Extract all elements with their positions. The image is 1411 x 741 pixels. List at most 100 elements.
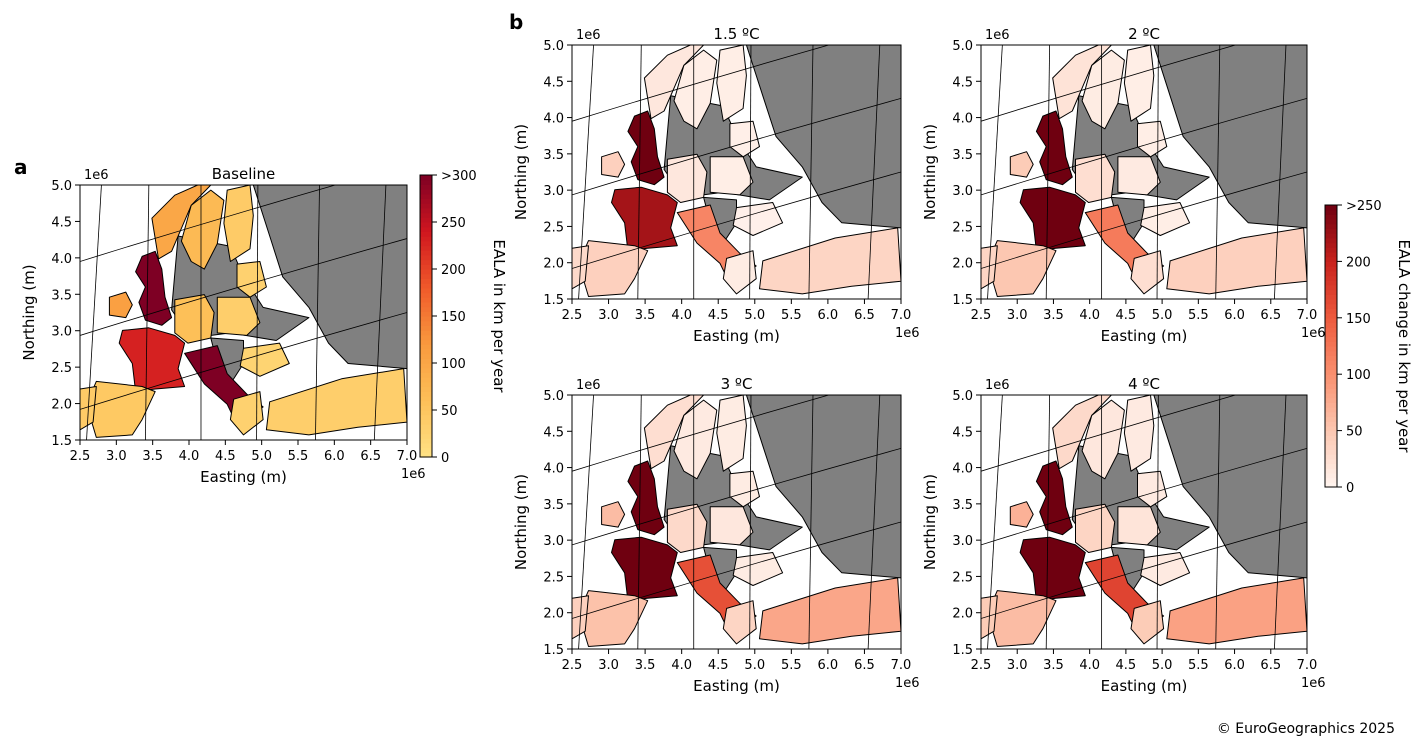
graticule-parallel <box>981 45 1237 122</box>
colorbar-segment <box>1325 303 1337 309</box>
colorbar-segment <box>420 193 432 200</box>
colorbar-segment <box>1325 270 1337 277</box>
x-tick-label: 5.0 <box>1152 308 1173 323</box>
country-poland <box>709 156 754 196</box>
x-tick-label: 7.0 <box>397 449 418 464</box>
colorbar-segment <box>420 283 432 289</box>
axes-frame <box>571 394 902 650</box>
colorbar-segment <box>420 184 432 190</box>
map-title: 1.5 ºC <box>713 25 759 43</box>
colorbar-segment <box>1325 416 1337 422</box>
colorbar-change: 0 50 100 150 200 >250 EALA change in km per ye… <box>1324 199 1411 496</box>
country-ireland <box>601 501 626 528</box>
map-panel-3: 2.5 3.0 3.5 4.0 4.5 5.0 5.5 6.0 6.5 7.0 1.5 2.0 2.5 3… <box>921 25 1326 345</box>
x-tick-label: 4.0 <box>1079 308 1100 323</box>
colorbar-segment <box>1325 397 1337 403</box>
y-tick-label: 4.0 <box>543 112 564 127</box>
y-tick-label: 4.5 <box>543 75 564 90</box>
country-france <box>118 327 186 393</box>
graticule-meridian <box>867 395 881 649</box>
colorbar-segment <box>1325 472 1337 479</box>
x-tick-label: 6.0 <box>818 658 839 673</box>
x-tick-label: 3.0 <box>106 449 127 464</box>
colorbar-segment <box>420 419 432 425</box>
colorbar-segment <box>420 391 432 397</box>
y-tick-label: 2.5 <box>543 220 564 235</box>
country-sweden <box>673 49 718 130</box>
x-axis-label: Easting (m) <box>693 677 780 695</box>
x-tick-label: 5.5 <box>288 449 309 464</box>
x-tick-label: 2.5 <box>562 658 583 673</box>
x-tick-label: 4.5 <box>1116 658 1137 673</box>
x-tick-label: 6.0 <box>1224 308 1245 323</box>
country-france <box>1019 536 1086 602</box>
graticule-meridian <box>987 395 1003 649</box>
y-tick-label: 4.5 <box>51 215 72 230</box>
country-turkey <box>265 368 407 436</box>
graticule-parallel <box>981 395 1237 472</box>
country-turkey <box>759 577 901 645</box>
map-title: Baseline <box>212 165 276 183</box>
country-france <box>1019 186 1086 252</box>
graticule-meridian <box>1274 395 1287 649</box>
colorbar-segment <box>420 410 432 416</box>
colorbar-segment <box>1325 346 1337 352</box>
graticule-meridian <box>373 185 387 440</box>
country-greece <box>722 250 757 295</box>
y-tick-label: 1.5 <box>952 293 973 308</box>
x-tick-label: 7.0 <box>891 308 912 323</box>
x-tick-label: 3.0 <box>1007 308 1028 323</box>
graticule-meridian <box>1045 45 1051 299</box>
panel-label-b: b <box>509 10 523 34</box>
x-tick-label: 4.0 <box>1079 658 1100 673</box>
colorbar-segment <box>1325 444 1337 450</box>
country-turkey <box>1166 227 1307 295</box>
y-tick-label: 3.0 <box>51 325 72 340</box>
colorbar-segment <box>1325 237 1337 244</box>
colorbar-segment <box>420 377 432 383</box>
graticule-meridian <box>145 185 150 440</box>
y-tick-label: 4.0 <box>952 462 973 477</box>
colorbar-segment <box>1325 327 1337 333</box>
x-tick-label: 3.0 <box>1007 658 1028 673</box>
graticule-meridian <box>1156 395 1159 649</box>
y-axis-label: Northing (m) <box>512 474 530 570</box>
graticule-meridian <box>1045 395 1051 649</box>
y-tick-label: 4.0 <box>952 112 973 127</box>
colorbar-segment <box>420 179 432 185</box>
colorbar-segment <box>1325 317 1337 324</box>
colorbar-segment <box>420 320 432 326</box>
y-tick-label: 3.5 <box>543 498 564 513</box>
y-scale-label: 1e6 <box>576 28 601 43</box>
colorbar-tick-label: 150 <box>441 310 466 325</box>
graticule-meridian <box>1274 45 1287 299</box>
country-germany <box>1075 153 1116 203</box>
country-united-kingdom <box>135 250 173 326</box>
colorbar-segment <box>420 269 432 275</box>
country-united-kingdom <box>627 460 665 536</box>
colorbar-segment <box>1325 280 1337 286</box>
x-scale-label: 1e6 <box>401 467 426 482</box>
y-tick-label: 3.0 <box>543 534 564 549</box>
x-tick-label: 3.5 <box>635 658 656 673</box>
x-tick-label: 6.0 <box>818 308 839 323</box>
y-tick-label: 3.5 <box>952 148 973 163</box>
country-germany <box>174 294 215 344</box>
colorbar-segment <box>420 325 432 331</box>
y-tick-label: 2.0 <box>952 257 973 272</box>
colorbar-segment <box>1325 378 1337 385</box>
y-axis-label: Northing (m) <box>512 124 530 220</box>
x-tick-label: 7.0 <box>891 658 912 673</box>
country-turkey <box>1166 577 1307 645</box>
colorbar-segment <box>1325 261 1337 267</box>
graticule-parallel <box>80 238 407 336</box>
country-baltic-states <box>729 470 760 508</box>
colorbar-segment <box>420 198 432 204</box>
country-sweden <box>1081 399 1125 480</box>
colorbar-segment <box>420 428 432 435</box>
colorbar-segment <box>1325 350 1337 356</box>
colorbar-segment <box>1325 205 1337 211</box>
y-tick-label: 2.0 <box>952 607 973 622</box>
country-baltic-states <box>729 120 760 158</box>
y-scale-label: 1e6 <box>576 378 601 393</box>
